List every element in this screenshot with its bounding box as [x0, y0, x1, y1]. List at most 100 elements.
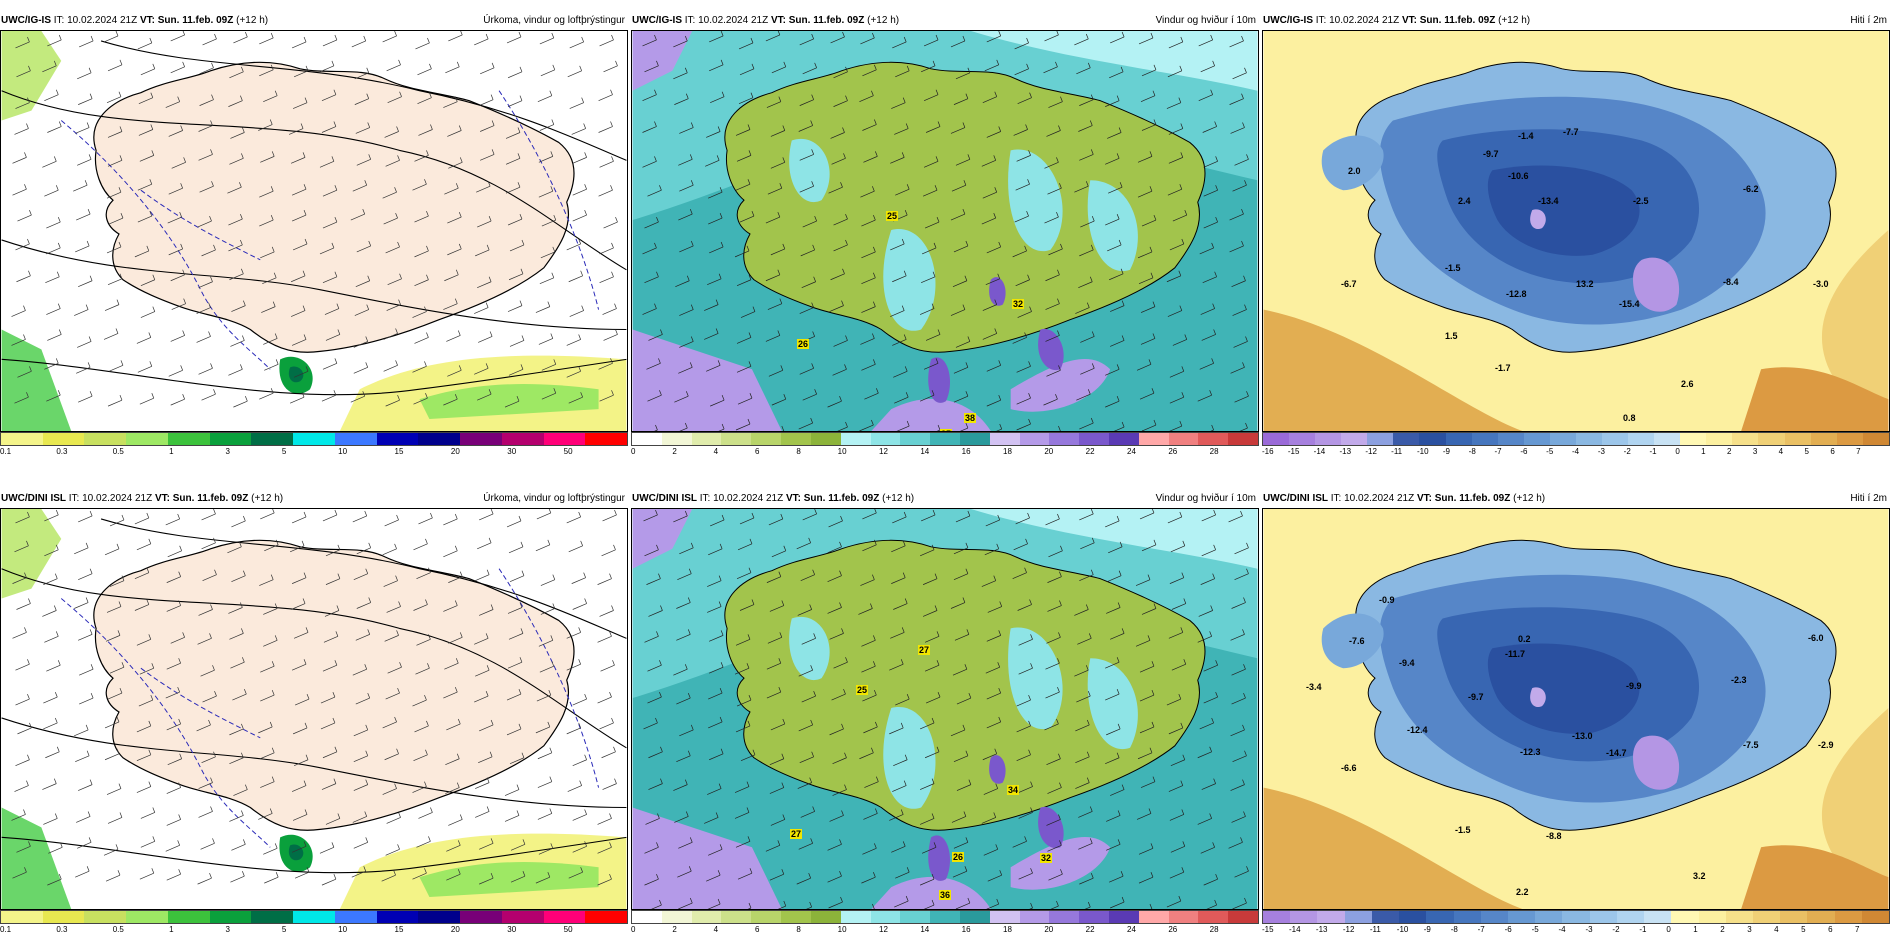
temperature-value-label: 2.0: [1348, 166, 1361, 176]
colorbar-swatch: [1861, 911, 1890, 923]
colorbar-swatch: [1367, 433, 1394, 445]
colorbar-swatch: [810, 433, 841, 445]
colorbar-swatch: [1549, 433, 1576, 445]
valid-time-label: VT:: [1401, 15, 1417, 26]
colorbar-swatch: [334, 433, 377, 445]
map-canvas[interactable]: [1, 509, 627, 909]
colorbar-swatch: [1138, 911, 1169, 923]
colorbar: [631, 432, 1259, 446]
colorbar-tick-label: 28: [1209, 925, 1219, 934]
colorbar-swatch: [1862, 433, 1889, 445]
colorbar-swatch: [1049, 433, 1080, 445]
colorbar-tick-label: 0: [1675, 447, 1680, 456]
map-canvas[interactable]: [1263, 509, 1889, 909]
colorbar-tick-label: -1: [1639, 925, 1647, 934]
map-panel-wind: UWC/DINI ISL IT: 10.02.2024 21Z VT: Sun.…: [631, 490, 1259, 950]
colorbar-swatch: [209, 433, 252, 445]
colorbar-swatch: [840, 911, 871, 923]
map-canvas[interactable]: [632, 31, 1258, 431]
colorbar-tick-label: -4: [1572, 447, 1580, 456]
colorbar-swatch: [989, 433, 1020, 445]
colorbar-swatch: [1, 433, 43, 445]
colorbar-swatch: [1079, 911, 1109, 923]
colorbar-swatch: [1523, 433, 1550, 445]
colorbar-swatch: [376, 433, 419, 445]
colorbar-tick-label: 2: [1727, 447, 1732, 456]
temperature-value-label: -7.5: [1743, 740, 1759, 750]
temperature-value-label: -12.3: [1520, 747, 1541, 757]
gust-value-label: 36: [939, 890, 952, 900]
colorbar-swatch: [1453, 911, 1481, 923]
colorbar-tick-label: -13: [1315, 925, 1328, 934]
colorbar-swatch: [167, 433, 210, 445]
map-area[interactable]: [0, 508, 628, 910]
colorbar-swatch: [810, 911, 841, 923]
colorbar-swatch: [1810, 433, 1837, 445]
temperature-value-label: -0.9: [1379, 595, 1395, 605]
map-panel-precip: UWC/DINI ISL IT: 10.02.2024 21Z VT: Sun.…: [0, 490, 628, 950]
lead-time: (+12 h): [236, 15, 269, 26]
colorbar-swatch: [1654, 433, 1681, 445]
temperature-value-label: -8.8: [1546, 831, 1562, 841]
colorbar-tick-label: -10: [1417, 447, 1429, 456]
colorbar-tick-label: 30: [507, 447, 517, 456]
colorbar-tick-label: -1: [1649, 447, 1657, 456]
colorbar-tick-label: -5: [1531, 925, 1539, 934]
colorbar-swatch: [1317, 911, 1345, 923]
gust-value-label: 27: [790, 829, 803, 839]
colorbar-swatch: [293, 433, 335, 445]
colorbar-tick-label: -11: [1391, 447, 1403, 456]
colorbar-tick-label: 7: [1855, 925, 1860, 934]
map-area[interactable]: 2725342726323627: [631, 508, 1259, 910]
colorbar-tick-label: -7: [1494, 447, 1502, 456]
colorbar-tick-label: -6: [1504, 925, 1512, 934]
colorbar-tick-label: -14: [1288, 925, 1301, 934]
init-time: 10.02.2024 21Z: [1329, 15, 1400, 26]
colorbar-tick-label: 10: [837, 925, 847, 934]
colorbar: [1262, 432, 1890, 446]
colorbar-tick-label: 2: [672, 925, 677, 934]
map-canvas[interactable]: [632, 509, 1258, 909]
colorbar-swatch: [1480, 911, 1508, 923]
panel-header: UWC/IG-IS IT: 10.02.2024 21Z VT: Sun. 11…: [1262, 12, 1890, 30]
colorbar-tick-label: -16: [1262, 447, 1274, 456]
colorbar-tick-label: 26: [1168, 925, 1178, 934]
panel-title: Vindur og hviður í 10m: [1155, 493, 1256, 504]
panel-title: Úrkoma, vindur og loftþrýstingur: [483, 15, 625, 26]
map-area[interactable]: [0, 30, 628, 432]
colorbar-swatch: [900, 433, 931, 445]
colorbar-swatch: [1602, 433, 1629, 445]
gust-value-label: 25: [940, 429, 953, 431]
temperature-value-label: -14.7: [1606, 748, 1627, 758]
temperature-value-label: -1.5: [1455, 825, 1471, 835]
colorbar-tick-label: 0.1: [0, 925, 12, 934]
colorbar-tick-label: 1: [169, 925, 174, 934]
map-canvas[interactable]: [1, 31, 627, 431]
colorbar-swatch: [126, 911, 168, 923]
colorbar-swatch: [585, 911, 628, 923]
colorbar-ticks: 0 2 4 6 8 10 12 14 16 18 20 22 24 26 28: [631, 447, 1259, 459]
colorbar-tick-label: 1: [1701, 447, 1706, 456]
colorbar-swatch: [1198, 911, 1229, 923]
colorbar-tick-label: 14: [920, 447, 930, 456]
map-canvas[interactable]: [1263, 31, 1889, 431]
colorbar-swatch: [1426, 911, 1454, 923]
map-area[interactable]: 25 32 26 38 25: [631, 30, 1259, 432]
colorbar-swatch: [1471, 433, 1498, 445]
colorbar-swatch: [1535, 911, 1563, 923]
temperature-value-label: 2.6: [1681, 379, 1694, 389]
colorbar-swatch: [1834, 911, 1862, 923]
colorbar-swatch: [501, 911, 544, 923]
panel-title: Úrkoma, vindur og loftþrýstingur: [483, 493, 625, 504]
colorbar-tick-label: 16: [961, 925, 971, 934]
gust-value-label: 32: [1040, 853, 1053, 863]
colorbar-tick-label: -3: [1585, 925, 1593, 934]
lead-time: (+12 h): [867, 15, 900, 26]
model-name: UWC/DINI ISL: [1, 493, 66, 504]
colorbar-tick-label: -12: [1365, 447, 1377, 456]
map-area[interactable]: -1.4 2.0 -9.7 -7.7 -10.6 -13.4 -2.5 -6.2 2.4 -1.5…: [1262, 30, 1890, 432]
colorbar-tick-label: 0: [631, 447, 636, 456]
map-area[interactable]: -0.9 -7.6 -9.4 0.2 -11.7 -6.0 -3.4 -9.7 -9.9 -2.3…: [1262, 508, 1890, 910]
colorbar-swatch: [1315, 433, 1342, 445]
colorbar-swatch: [1019, 433, 1050, 445]
